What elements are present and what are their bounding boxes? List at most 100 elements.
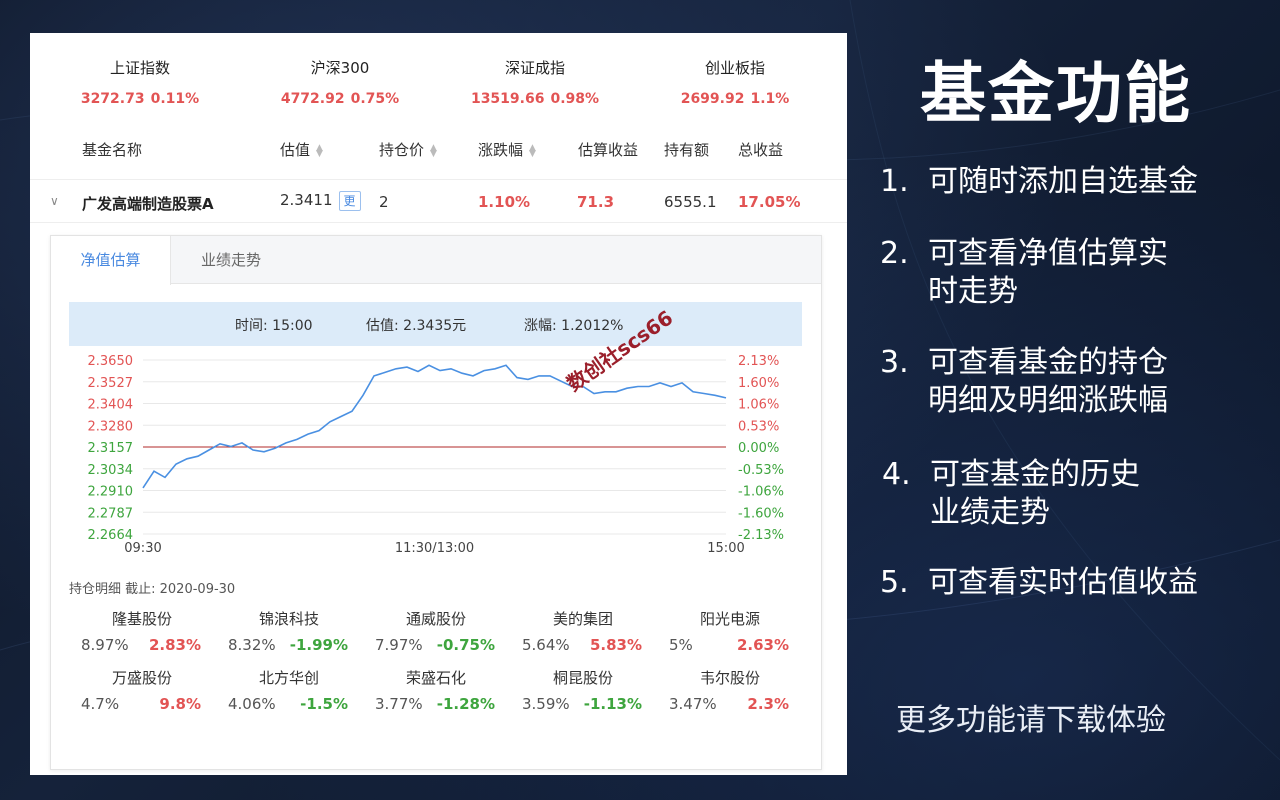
index-name: 上证指数 [109, 59, 170, 77]
fund-est-profit: 71.3 [577, 193, 615, 211]
holding-change: -0.75% [436, 636, 495, 654]
fund-row[interactable]: ∨ 广发高端制造股票A 2.3411 更 2 1.10% 71.3 6555.1 … [30, 179, 847, 223]
feature-text: 可查看基金的持仓 [928, 345, 1168, 380]
y-tick-left: 2.3280 [88, 419, 134, 434]
col-change[interactable]: 涨跌幅 ▲ ▼ [478, 139, 539, 160]
tab-nav-estimate[interactable]: 净值估算 [51, 236, 171, 285]
y-tick-right: 2.13% [738, 354, 779, 369]
index-card[interactable]: 创业板指 2699.92 1.1% [655, 57, 815, 107]
feature-number: 1. [880, 164, 909, 199]
fund-holding: 6555.1 [664, 193, 717, 211]
feature-number: 3. [880, 345, 909, 380]
feature-text-cont: 业绩走势 [930, 495, 1050, 530]
holding-weight: 8.97% [81, 636, 129, 654]
index-value: 13519.66 [470, 91, 545, 107]
holding-change: -1.28% [436, 695, 495, 713]
feature-number: 5. [880, 565, 909, 600]
holding-change: -1.99% [289, 636, 348, 654]
feature-text-cont: 明细及明细涨跌幅 [928, 383, 1168, 418]
holding-name: 桐昆股份 [552, 669, 613, 687]
feature-item: 2. 可查看净值估算实 时走势 [880, 235, 1168, 311]
y-tick-left: 2.3404 [88, 398, 134, 413]
index-name: 沪深300 [310, 59, 370, 77]
fund-change: 1.10% [478, 193, 531, 211]
index-change: 0.11% [150, 91, 200, 107]
holding-weight: 7.97% [375, 636, 423, 654]
info-time: 时间: 15:00 [235, 318, 313, 334]
col-cost[interactable]: 持仓价 ▲ ▼ [379, 139, 440, 160]
tab-performance[interactable]: 业绩走势 [200, 251, 261, 269]
col-est-profit: 估算收益 [578, 141, 639, 159]
feature-item: 3. 可查看基金的持仓 明细及明细涨跌幅 [880, 344, 1168, 420]
holding-item[interactable]: 隆基股份 8.97% 2.83% [69, 608, 215, 656]
y-tick-left: 2.3650 [88, 354, 134, 369]
index-value: 2699.92 [680, 91, 745, 107]
feature-text: 可随时添加自选基金 [928, 164, 1198, 199]
holdings-title: 持仓明细 截止: 2020-09-30 [69, 582, 236, 597]
holding-change: 2.3% [747, 695, 789, 713]
y-tick-left: 2.2787 [88, 506, 134, 521]
series-line [142, 364, 727, 489]
info-value: 估值: 2.3435元 [366, 318, 467, 334]
col-change-label: 涨跌幅 [478, 141, 524, 159]
fund-estimate: 2.3411 [280, 191, 333, 209]
y-tick-right: 0.00% [738, 441, 779, 456]
col-holding: 持有额 [664, 141, 710, 159]
col-estimate[interactable]: 估值 ▲ ▼ [280, 139, 326, 160]
y-tick-right: -2.13% [738, 528, 784, 543]
holding-item[interactable]: 韦尔股份 3.47% 2.3% [657, 667, 803, 715]
index-value: 4772.92 [280, 91, 345, 107]
y-tick-right: 1.06% [738, 398, 779, 413]
holding-item[interactable]: 荣盛石化 3.77% -1.28% [363, 667, 509, 715]
update-badge[interactable]: 更 [338, 191, 361, 211]
holding-change: -1.13% [583, 695, 642, 713]
y-tick-right: -0.53% [738, 463, 784, 478]
fund-cost: 2 [379, 193, 389, 211]
holding-item[interactable]: 桐昆股份 3.59% -1.13% [510, 667, 656, 715]
holding-item[interactable]: 锦浪科技 8.32% -1.99% [216, 608, 362, 656]
index-card[interactable]: 沪深300 4772.92 0.75% [260, 57, 420, 107]
feature-text: 可查看净值估算实 [928, 236, 1168, 271]
fund-name: 广发高端制造股票A [82, 195, 214, 213]
holding-item[interactable]: 美的集团 5.64% 5.83% [510, 608, 656, 656]
y-tick-right: 1.60% [738, 376, 779, 391]
y-tick-left: 2.3157 [88, 441, 134, 456]
download-cta[interactable]: 更多功能请下载体验 [896, 703, 1166, 738]
y-tick-right: -1.60% [738, 506, 784, 521]
fund-table-header: 基金名称 估值 ▲ ▼ 持仓价 ▲ ▼ 涨跌幅 ▲ ▼ 估算收益 持有额 总收益 [30, 139, 847, 167]
x-tick: 09:30 [124, 541, 161, 556]
holding-name: 锦浪科技 [258, 610, 319, 628]
holding-change: 5.83% [589, 636, 642, 654]
feature-item: 5. 可查看实时估值收益 [880, 564, 1198, 602]
holding-item[interactable]: 万盛股份 4.7% 9.8% [69, 667, 215, 715]
intraday-chart[interactable]: 2.3650 2.3527 2.3404 2.3280 2.3157 2.3034 2.29… [51, 346, 821, 556]
y-tick-right: -1.06% [738, 485, 784, 500]
y-tick-left: 2.2664 [88, 528, 134, 543]
promo-title: 基金功能 [920, 55, 1192, 132]
chevron-down-icon[interactable]: ∨ [50, 194, 59, 208]
sort-icon: ▲ ▼ [529, 142, 536, 159]
holding-weight: 5% [669, 636, 693, 654]
holding-name: 北方华创 [258, 669, 319, 687]
holding-item[interactable]: 北方华创 4.06% -1.5% [216, 667, 362, 715]
col-total-profit: 总收益 [738, 141, 784, 159]
holding-name: 通威股份 [405, 610, 466, 628]
index-card[interactable]: 上证指数 3272.73 0.11% [60, 57, 220, 107]
holding-weight: 3.77% [375, 695, 423, 713]
index-change: 0.98% [550, 91, 600, 107]
holding-weight: 5.64% [522, 636, 570, 654]
fund-detail-panel: 净值估算 业绩走势 时间: 15:00 估值: 2.3435元 涨幅: 1.20… [50, 235, 822, 770]
sort-icon: ▲ ▼ [316, 142, 323, 159]
index-value: 3272.73 [80, 91, 145, 107]
estimate-info-bar: 时间: 15:00 估值: 2.3435元 涨幅: 1.2012% [69, 302, 802, 346]
index-card[interactable]: 深证成指 13519.66 0.98% [455, 57, 615, 107]
holding-change: 9.8% [159, 695, 201, 713]
y-tick-left: 2.2910 [88, 485, 134, 500]
holding-name: 万盛股份 [111, 669, 172, 687]
fund-estimate-cell: 2.3411 更 [280, 191, 361, 211]
col-fund-name: 基金名称 [82, 141, 143, 159]
holding-item[interactable]: 阳光电源 5% 2.63% [657, 608, 803, 656]
holding-item[interactable]: 通威股份 7.97% -0.75% [363, 608, 509, 656]
holding-name: 隆基股份 [111, 610, 172, 628]
index-name: 深证成指 [504, 59, 565, 77]
